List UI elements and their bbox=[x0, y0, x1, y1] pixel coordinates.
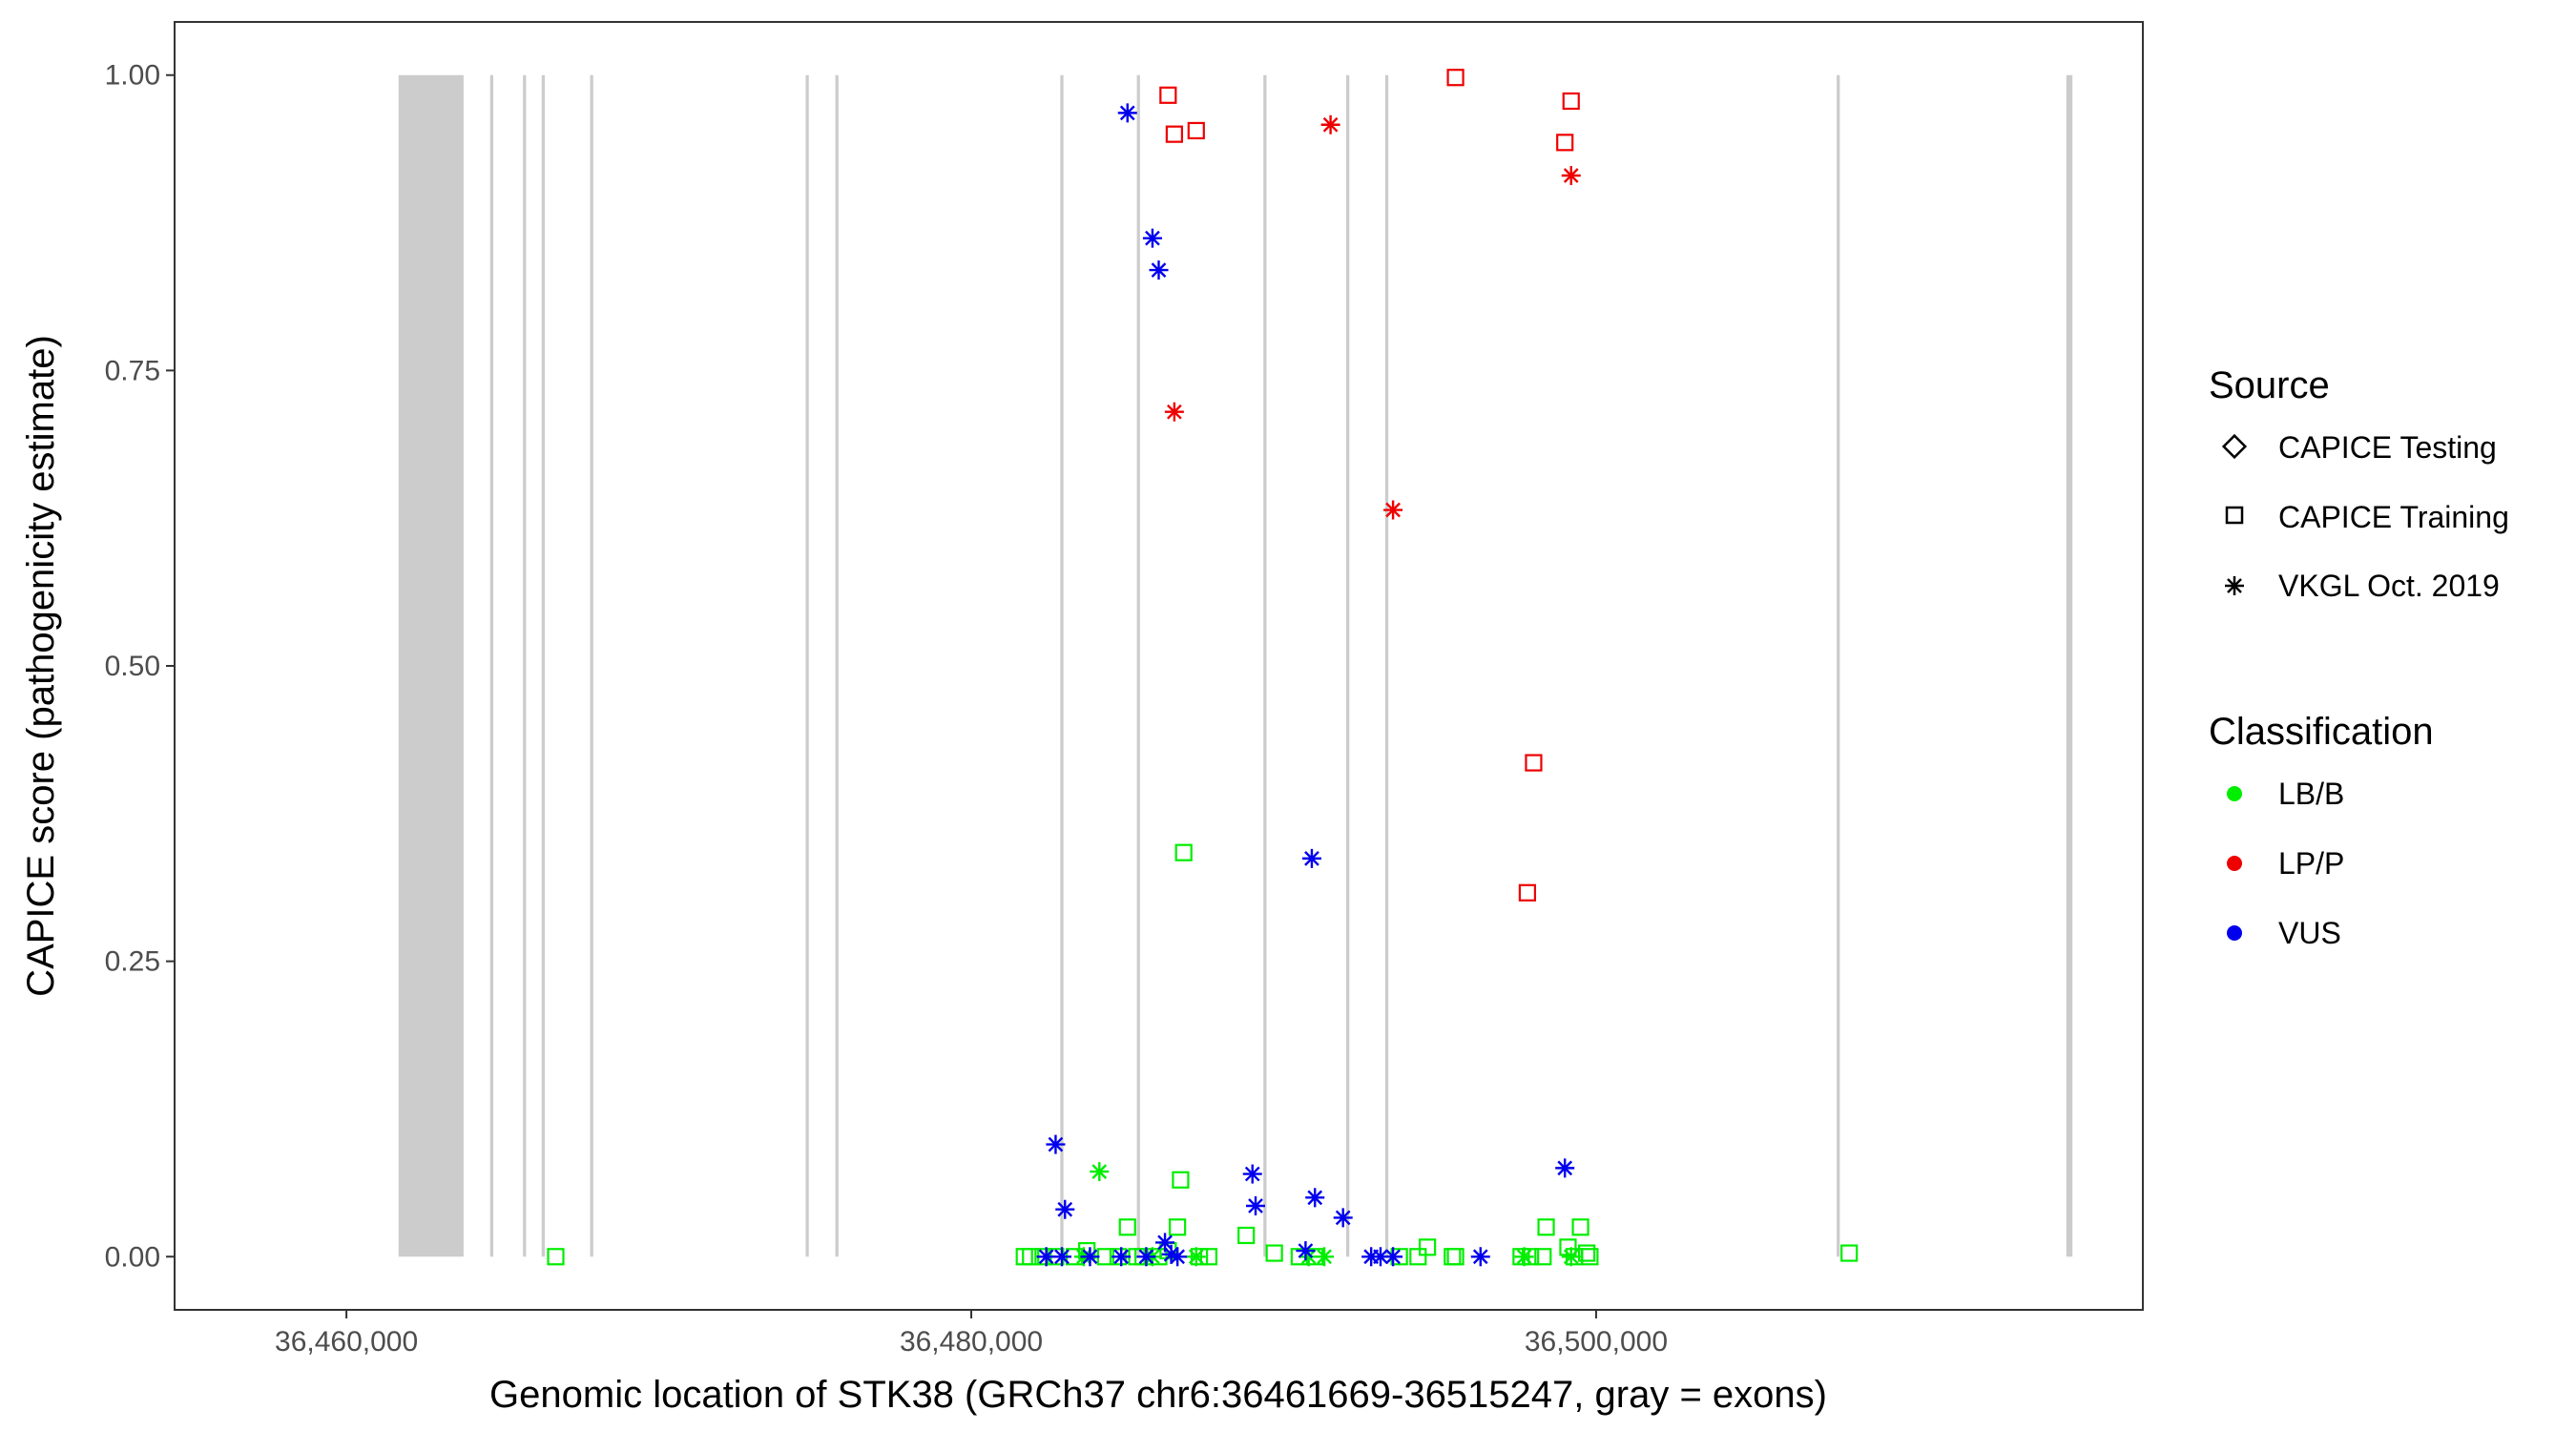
x-tick-label: 36,460,000 bbox=[275, 1326, 418, 1358]
x-axis-title: Genomic location of STK38 (GRCh37 chr6:3… bbox=[489, 1374, 1827, 1416]
y-tick-label: 0.00 bbox=[105, 1241, 160, 1273]
y-tick-label: 0.75 bbox=[105, 355, 160, 386]
legend-key-vus bbox=[2227, 925, 2242, 941]
y-tick-label: 0.25 bbox=[105, 946, 160, 978]
point-vkgl-vus bbox=[1080, 1247, 1100, 1267]
point-training-lbb bbox=[1409, 1248, 1427, 1266]
point-training-lbb bbox=[1265, 1244, 1283, 1262]
y-tick-label: 1.00 bbox=[105, 60, 160, 92]
x-axis: 36,460,000 36,480,000 36,500,000 bbox=[275, 1310, 1668, 1358]
point-training-lpp bbox=[1165, 125, 1183, 143]
legend-title-classification: Classification bbox=[2209, 711, 2434, 753]
point-vkgl-vus bbox=[1168, 1247, 1188, 1267]
exon-band-4 bbox=[541, 74, 546, 1257]
point-training-lpp bbox=[1562, 92, 1580, 111]
legend-label-vkgl: VKGL Oct. 2019 bbox=[2278, 569, 2500, 603]
point-vkgl-lbb bbox=[1315, 1247, 1335, 1267]
point-vkgl-vus bbox=[1142, 228, 1162, 248]
point-vkgl-vus bbox=[1301, 848, 1321, 868]
legend-label-vus: VUS bbox=[2278, 916, 2341, 950]
point-vkgl-lpp bbox=[1561, 166, 1581, 186]
legend-label-lpp: LP/P bbox=[2278, 846, 2344, 881]
point-training-lpp bbox=[1518, 883, 1537, 902]
y-axis-title: CAPICE score (pathogenicity estimate) bbox=[20, 335, 62, 997]
exon-band-8 bbox=[1060, 74, 1064, 1257]
point-vkgl-lbb bbox=[1514, 1247, 1534, 1267]
point-training-lpp bbox=[1446, 69, 1465, 87]
point-training-lbb bbox=[1174, 843, 1193, 861]
point-training-lbb bbox=[1571, 1218, 1589, 1236]
legend-key-vkgl bbox=[2225, 576, 2244, 595]
point-vkgl-vus bbox=[1051, 1247, 1071, 1267]
exon-band-12 bbox=[1384, 74, 1389, 1257]
point-vkgl-vus bbox=[1296, 1241, 1316, 1261]
point-training-lbb bbox=[1237, 1226, 1256, 1245]
exon-band-9 bbox=[1136, 74, 1140, 1257]
exon-band-3 bbox=[523, 74, 527, 1257]
point-vkgl-vus bbox=[1470, 1247, 1490, 1267]
point-training-lbb bbox=[1446, 1248, 1465, 1266]
exon-band-5 bbox=[590, 74, 593, 1257]
point-training-lbb bbox=[1169, 1218, 1187, 1236]
exon-band-11 bbox=[1345, 74, 1350, 1257]
x-tick-label: 36,500,000 bbox=[1525, 1326, 1668, 1358]
legend-key-capice-testing bbox=[2221, 433, 2248, 460]
point-vkgl-lpp bbox=[1164, 402, 1184, 422]
point-training-lbb bbox=[1840, 1244, 1859, 1262]
exon-band-10 bbox=[1263, 74, 1267, 1257]
exon-bands bbox=[398, 74, 2073, 1257]
point-training-lbb bbox=[1172, 1171, 1190, 1189]
legend-label-capice-testing: CAPICE Testing bbox=[2278, 430, 2497, 465]
exon-band-6 bbox=[805, 74, 809, 1257]
data-points bbox=[547, 69, 1859, 1267]
point-training-lpp bbox=[1187, 121, 1205, 140]
point-training-lbb bbox=[1578, 1244, 1596, 1262]
point-training-lpp bbox=[1525, 754, 1543, 772]
point-vkgl-vus bbox=[1555, 1158, 1575, 1178]
point-vkgl-lpp bbox=[1383, 500, 1403, 520]
point-training-lbb bbox=[1534, 1248, 1552, 1266]
point-vkgl-vus bbox=[1333, 1208, 1353, 1228]
exon-band-2 bbox=[489, 74, 494, 1257]
point-vkgl-vus bbox=[1117, 103, 1137, 123]
point-vkgl-lbb bbox=[1186, 1247, 1206, 1267]
point-training-lbb bbox=[547, 1248, 565, 1266]
point-vkgl-vus bbox=[1111, 1247, 1132, 1267]
exon-band-7 bbox=[835, 74, 839, 1257]
y-axis: 0.00 0.25 0.50 0.75 1.00 bbox=[105, 60, 175, 1273]
legend-key-capice-training bbox=[2225, 506, 2244, 525]
point-vkgl-lpp bbox=[1320, 114, 1340, 135]
point-vkgl-vus bbox=[1046, 1134, 1066, 1154]
point-vkgl-vus bbox=[1242, 1164, 1262, 1184]
point-vkgl-vus bbox=[1305, 1188, 1325, 1208]
point-training-lbb bbox=[1118, 1218, 1136, 1236]
legend-key-lbb bbox=[2227, 786, 2242, 801]
exon-band-14 bbox=[2066, 74, 2073, 1257]
point-training-lpp bbox=[1159, 86, 1177, 104]
point-vkgl-vus bbox=[1149, 260, 1169, 280]
legend-label-capice-training: CAPICE Training bbox=[2278, 500, 2509, 534]
x-tick-label: 36,480,000 bbox=[900, 1326, 1043, 1358]
exon-band-13 bbox=[1837, 74, 1840, 1257]
legend-title-source: Source bbox=[2209, 364, 2330, 406]
point-vkgl-lbb bbox=[1090, 1162, 1110, 1182]
point-vkgl-vus bbox=[1136, 1247, 1156, 1267]
legend-key-lpp bbox=[2227, 856, 2242, 871]
point-vkgl-vus bbox=[1055, 1199, 1075, 1219]
legend-label-lbb: LB/B bbox=[2278, 777, 2344, 811]
legend: Source CAPICE Testing CAPICE Training VK… bbox=[2209, 364, 2509, 950]
exon-band-1 bbox=[398, 74, 464, 1257]
point-training-lpp bbox=[1556, 134, 1574, 152]
point-training-lbb bbox=[1419, 1238, 1437, 1256]
point-vkgl-vus bbox=[1383, 1247, 1403, 1267]
y-tick-label: 0.50 bbox=[105, 651, 160, 682]
point-training-lbb bbox=[1581, 1248, 1599, 1266]
point-vkgl-lbb bbox=[1561, 1247, 1581, 1267]
point-training-lbb bbox=[1537, 1218, 1555, 1236]
point-vkgl-vus bbox=[1246, 1196, 1266, 1216]
